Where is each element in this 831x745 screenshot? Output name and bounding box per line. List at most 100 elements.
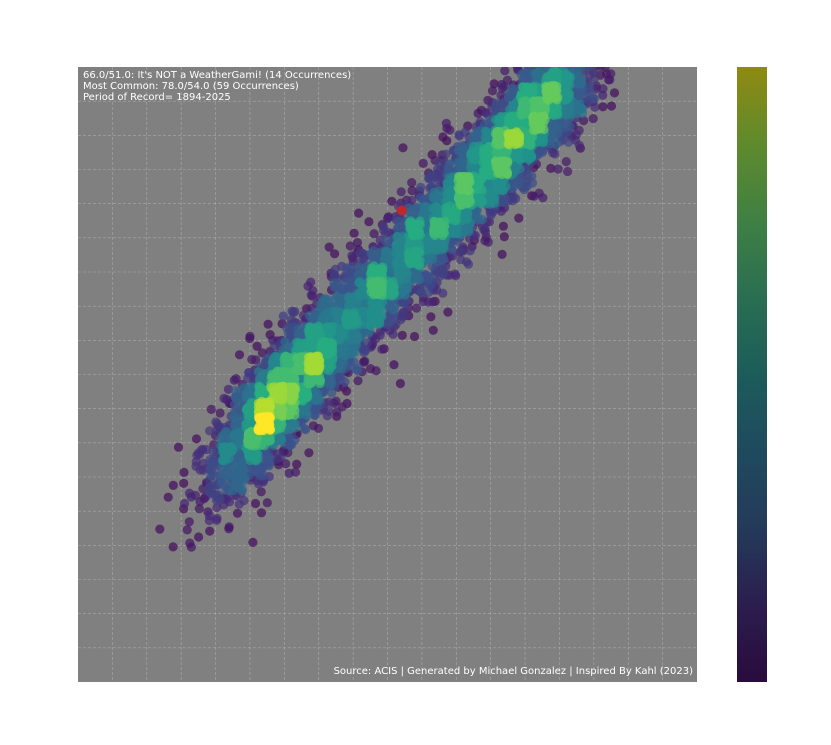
scatter-point	[212, 515, 222, 526]
scatter-point	[558, 34, 567, 43]
scatter-point	[578, 38, 587, 47]
scatter-point	[182, 525, 192, 535]
scatter-point	[564, 49, 573, 58]
scatter-point	[237, 486, 247, 496]
scatter-point	[327, 379, 337, 389]
scatter-point	[229, 375, 239, 385]
scatter-point	[497, 249, 507, 259]
scatter-point	[563, 87, 573, 97]
scatter-point	[599, 9, 608, 18]
scatter-point	[514, 213, 524, 223]
scatter-point	[487, 86, 498, 96]
scatter-point	[589, 44, 598, 53]
scatter-point	[600, 67, 610, 72]
scatter-point	[573, 39, 582, 48]
scatter-point	[564, 56, 573, 65]
scatter-point	[575, 42, 584, 51]
scatter-point	[566, 50, 575, 59]
scatter-point	[287, 439, 297, 449]
scatter-point	[513, 175, 523, 185]
scatter-point	[428, 297, 438, 307]
scatter-point	[593, 37, 602, 46]
scatter-point	[598, 47, 607, 56]
scatter-point	[243, 439, 253, 449]
scatter-point	[343, 284, 353, 294]
scatter-point	[577, 43, 586, 52]
scatter-point	[529, 52, 538, 61]
scatter-point	[436, 256, 446, 266]
scatter-point	[444, 160, 454, 170]
scatter-point	[603, 41, 612, 50]
scatter-point	[350, 347, 360, 357]
scatter-point	[604, 1, 613, 10]
scatter-point	[462, 257, 472, 267]
scatter-point	[447, 245, 457, 255]
scatter-point	[591, 28, 600, 37]
scatter-point	[334, 363, 344, 373]
scatter-point	[510, 52, 519, 61]
scatter-point	[570, 49, 579, 58]
scatter-point	[407, 186, 417, 196]
scatter-point	[555, 46, 564, 55]
scatter-point	[570, 26, 579, 35]
scatter-point	[554, 35, 563, 44]
scatter-point	[540, 42, 549, 51]
scatter-point	[396, 187, 406, 197]
scatter-point	[230, 462, 240, 472]
scatter-point	[312, 394, 322, 404]
scatter-point	[529, 51, 538, 60]
scatter-point	[541, 86, 551, 97]
scatter-point	[588, 114, 598, 124]
scatter-point	[571, 57, 580, 66]
scatter-point	[606, 101, 617, 111]
scatter-point	[582, 22, 591, 31]
scatter-point	[481, 127, 491, 137]
scatter-point	[416, 182, 426, 192]
scatter-point	[349, 228, 359, 238]
scatter-point	[205, 426, 215, 436]
grid-lines	[78, 67, 697, 682]
scatter-point	[428, 325, 438, 335]
scatter-point	[566, 47, 575, 56]
scatter-point	[409, 331, 420, 342]
scatter-point	[234, 350, 245, 360]
scatter-point	[411, 219, 421, 229]
scatter-point	[383, 214, 393, 224]
scatter-point	[198, 458, 208, 468]
scatter-point	[583, 41, 592, 50]
scatter-point	[571, 25, 580, 34]
scatter-point	[555, 23, 564, 32]
scatter-point	[194, 532, 204, 542]
scatter-point	[206, 458, 216, 468]
scatter-point	[333, 312, 343, 322]
scatter-point	[223, 384, 233, 394]
scatter-point	[327, 388, 337, 398]
scatter-point	[571, 53, 580, 62]
scatter-point	[473, 212, 483, 222]
scatter-point	[219, 393, 229, 403]
scatter-point	[622, 46, 631, 55]
scatter-point	[552, 86, 562, 96]
scatter-point	[555, 45, 564, 54]
scatter-point	[360, 356, 370, 366]
scatter-point	[392, 231, 402, 241]
scatter-point	[549, 53, 558, 62]
scatter-point	[372, 318, 382, 328]
scatter-point	[585, 55, 594, 64]
scatter-point	[324, 242, 334, 252]
scatter-point	[435, 226, 445, 236]
scatter-point	[581, 45, 590, 54]
scatter-point	[600, 44, 609, 53]
scatter-point	[527, 171, 537, 181]
scatter-point	[551, 35, 560, 44]
scatter-point	[503, 93, 513, 103]
scatter-point	[290, 306, 300, 317]
scatter-point	[578, 50, 587, 59]
scatter-point	[179, 467, 189, 477]
scatter-point	[585, 39, 594, 48]
scatter-point	[598, 84, 608, 94]
scatter-point	[252, 341, 262, 351]
scatter-point	[222, 494, 232, 504]
scatter-point	[555, 30, 564, 39]
